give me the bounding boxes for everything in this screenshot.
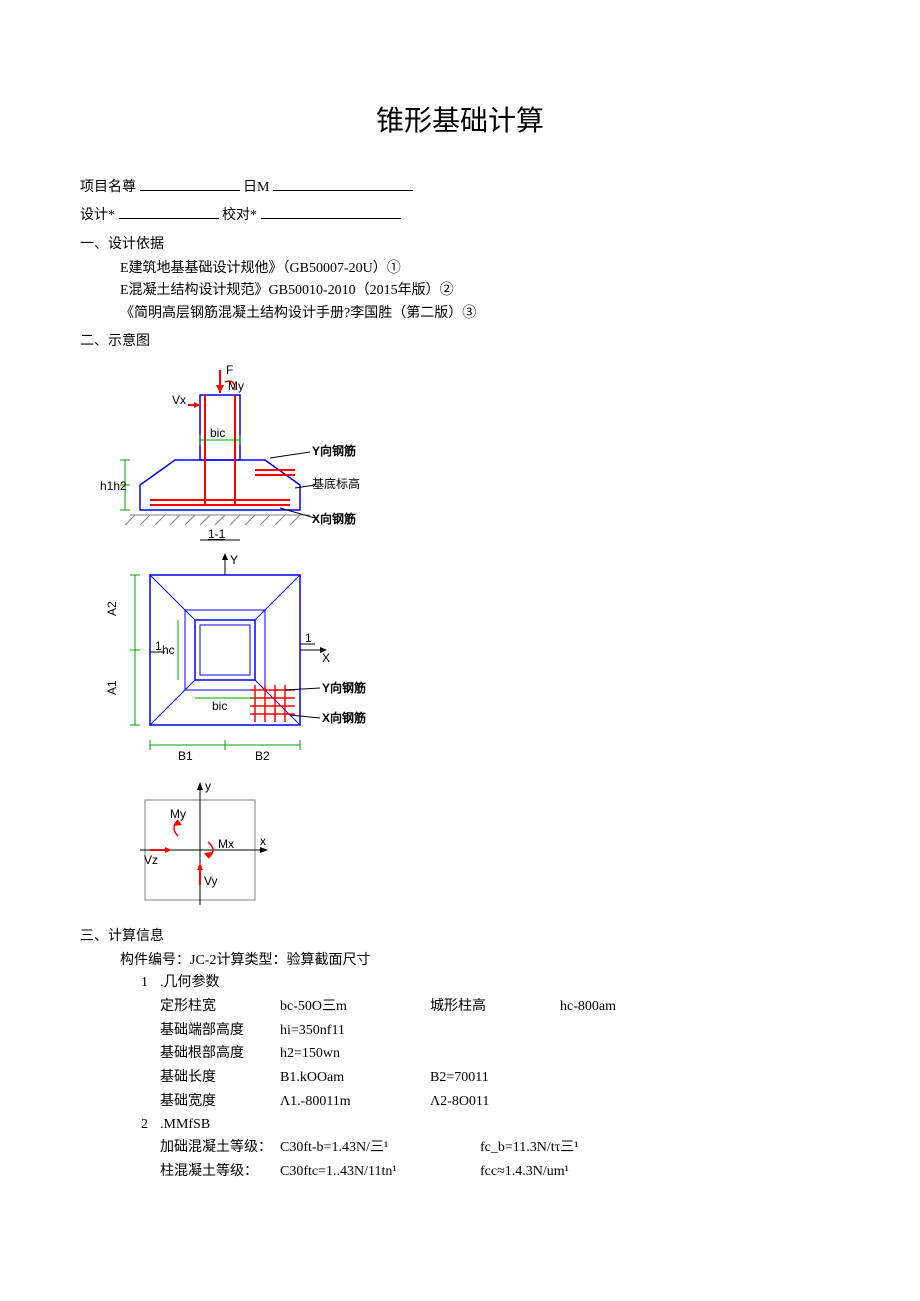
g1-row0: 定形柱宽 bc-50O三m 城形柱高 hc-800am bbox=[80, 995, 840, 1019]
group1-header: 1 .几何参数 bbox=[80, 972, 840, 994]
label-one-left: 1 bbox=[155, 639, 162, 653]
label-one-right: 1 bbox=[305, 631, 312, 645]
ref-2: E混凝土结构设计规范》GB50010-2010（2015年版）② bbox=[80, 280, 840, 302]
ref-3: 《简明高层钢筋混凝土结构设计手册?李国胜（第二版）③ bbox=[80, 303, 840, 325]
g2r0-v2: fc_b=11.3N/tτ三¹ bbox=[480, 1136, 650, 1160]
label-A1: A1 bbox=[105, 680, 119, 695]
g1r4-v1: Λ1.-80011m bbox=[280, 1090, 430, 1114]
g1r2-v1: h2=150wn bbox=[280, 1042, 430, 1066]
g2-row1: 柱混凝土等级： C30ftc=1..43N/11tn¹ fcc≈1.4.3N/u… bbox=[80, 1160, 840, 1184]
section-diagram: F My Vx bic h1h2 bbox=[100, 360, 380, 550]
g1-row4: 基础宽度 Λ1.-80011m Λ2-8O011 bbox=[80, 1090, 840, 1114]
label-My-top: My bbox=[228, 379, 244, 393]
g1r1-v1: hi=350nf11 bbox=[280, 1019, 430, 1043]
g1-row2: 基础根部高度 h2=150wn bbox=[80, 1042, 840, 1066]
check-blank bbox=[261, 203, 401, 219]
label-x3: x bbox=[260, 834, 266, 848]
check-label: 校对* bbox=[222, 208, 257, 223]
label-x-rebar: X向钢筋 bbox=[312, 511, 356, 526]
g2r1-label: 柱混凝土等级： bbox=[160, 1160, 280, 1184]
g1r0-v3: hc-800am bbox=[560, 995, 690, 1019]
g2r0-label: 加础混凝土等级： bbox=[160, 1136, 280, 1160]
project-blank bbox=[140, 175, 240, 191]
label-Vx-top: Vx bbox=[172, 393, 186, 407]
g1r4-v2: Λ2-8O011 bbox=[430, 1090, 560, 1114]
label-hc: hc bbox=[162, 643, 175, 657]
design-label: 设计* bbox=[80, 208, 115, 223]
group2-header: 2 .MMfSB bbox=[80, 1114, 840, 1136]
design-blank bbox=[119, 203, 219, 219]
label-F: F bbox=[226, 363, 233, 377]
label-My3: My bbox=[170, 807, 186, 821]
label-A2: A2 bbox=[105, 601, 119, 616]
label-y-rebar2: Y向钢筋 bbox=[322, 680, 366, 695]
section3-heading: 三、计算信息 bbox=[80, 926, 840, 948]
page-title: 锥形基础计算 bbox=[80, 100, 840, 145]
g1r0-v1: bc-50O三m bbox=[280, 995, 430, 1019]
project-line: 项目名尊 日M bbox=[80, 175, 840, 199]
g1r4-label: 基础宽度 bbox=[160, 1090, 280, 1114]
project-label: 项目名尊 bbox=[80, 180, 136, 195]
label-bic: bic bbox=[210, 426, 225, 440]
label-X: X bbox=[322, 651, 330, 665]
g2r1-v1: C30ftc=1..43N/11tn¹ bbox=[280, 1160, 480, 1184]
g1-row1: 基础端部高度 hi=350nf11 bbox=[80, 1019, 840, 1043]
g1r3-v2: B2=70011 bbox=[430, 1066, 560, 1090]
diagrams: F My Vx bic h1h2 bbox=[100, 360, 840, 920]
g1r3-label: 基础长度 bbox=[160, 1066, 280, 1090]
label-y3: y bbox=[205, 779, 211, 793]
component-line: 构件编号：JC-2计算类型：验算截面尺寸 bbox=[80, 950, 840, 972]
label-B2: B2 bbox=[255, 749, 270, 763]
section2-heading: 二、示意图 bbox=[80, 331, 840, 353]
date-blank bbox=[273, 175, 413, 191]
group1-num: 1 bbox=[130, 972, 148, 994]
sign-diagram: y x My Mx Vz Vy bbox=[100, 770, 300, 920]
label-Y: Y bbox=[230, 553, 238, 567]
label-B1: B1 bbox=[178, 749, 193, 763]
label-Mx3: Mx bbox=[218, 837, 234, 851]
label-Vy3: Vy bbox=[204, 874, 218, 888]
label-base-elev: 基底标高 bbox=[312, 476, 360, 491]
date-label: 日M bbox=[243, 180, 269, 195]
label-1-1: 1-1 bbox=[208, 527, 226, 541]
g2-row0: 加础混凝土等级： C30ft-b=1.43N/三¹ fc_b=11.3N/tτ三… bbox=[80, 1136, 840, 1160]
label-Vz3: Vz bbox=[144, 853, 158, 867]
g2r0-v1: C30ft-b=1.43N/三¹ bbox=[280, 1136, 480, 1160]
group1-title: .几何参数 bbox=[160, 972, 220, 994]
group2-num: 2 bbox=[130, 1114, 148, 1136]
group2-title: .MMfSB bbox=[160, 1114, 210, 1136]
label-bic2: bic bbox=[212, 699, 227, 713]
label-y-rebar: Y向钢筋 bbox=[312, 443, 356, 458]
plan-diagram: Y X 1 1 A2 A1 B1 B2 hc bic bbox=[100, 550, 390, 770]
design-line: 设计* 校对* bbox=[80, 203, 840, 227]
label-h1h2: h1h2 bbox=[100, 479, 127, 493]
g1-row3: 基础长度 B1.kOOam B2=70011 bbox=[80, 1066, 840, 1090]
g2r1-v2: fcc≈1.4.3N/um¹ bbox=[480, 1160, 650, 1184]
section1-heading: 一、设计依据 bbox=[80, 234, 840, 256]
g1r1-label: 基础端部高度 bbox=[160, 1019, 280, 1043]
ref-1: E建筑地基基础设计规他》（GB50007-20U）① bbox=[80, 258, 840, 280]
g1r0-v2: 城形柱高 bbox=[430, 995, 560, 1019]
g1r0-label: 定形柱宽 bbox=[160, 995, 280, 1019]
label-x-rebar2: X向钢筋 bbox=[322, 710, 366, 725]
g1r2-label: 基础根部高度 bbox=[160, 1042, 280, 1066]
g1r3-v1: B1.kOOam bbox=[280, 1066, 430, 1090]
